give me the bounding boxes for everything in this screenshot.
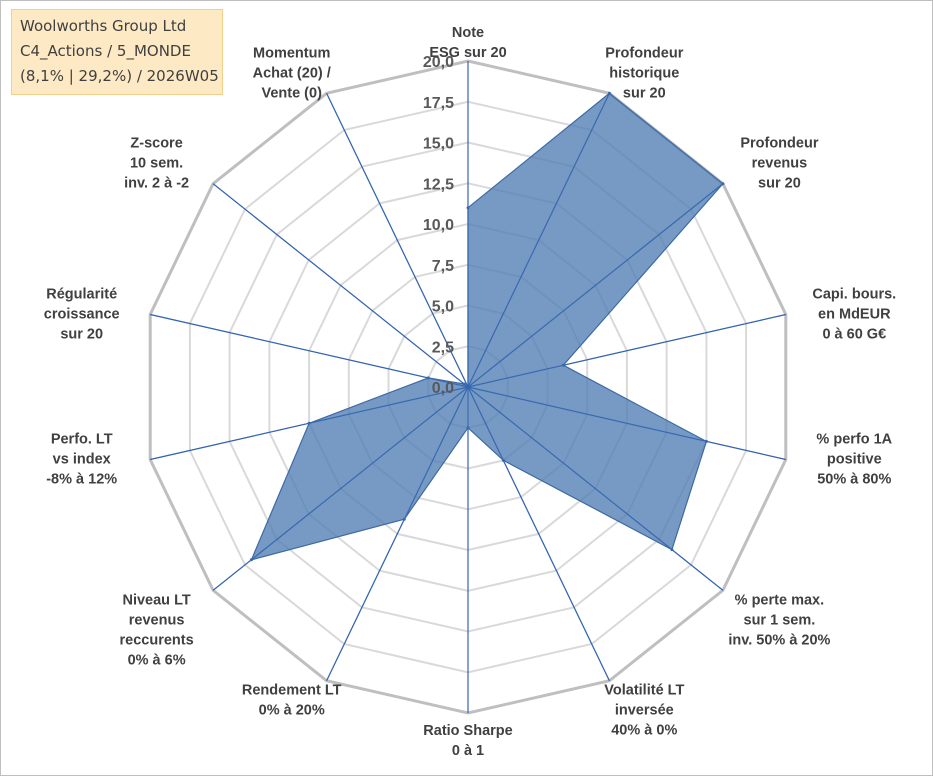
axis-label: Z-score 10 sem. inv. 2 à -2 bbox=[124, 136, 189, 192]
axis-label-line: Capi. bours. bbox=[812, 287, 896, 303]
axis-spoke-overlay bbox=[326, 386, 469, 681]
axis-spoke-overlay bbox=[467, 386, 610, 681]
axis-spoke-overlay bbox=[150, 314, 469, 388]
axis-spoke-overlay bbox=[467, 386, 786, 460]
axis-label-line: Perfo. LT bbox=[51, 432, 113, 448]
axis-label-line: Note bbox=[452, 25, 484, 41]
tick-label: 12,5 bbox=[423, 176, 454, 193]
axis-label-line: Régularité bbox=[46, 287, 117, 303]
tick-label: 7,5 bbox=[432, 258, 454, 275]
stats-label: (8,1% | 29,2%) / 2026W05 bbox=[20, 67, 219, 85]
axis-label-line: Vente (0) bbox=[261, 85, 322, 101]
tick-label: 5,0 bbox=[432, 299, 454, 316]
axis-label-line: Profondeur bbox=[605, 45, 683, 61]
axis-label: Niveau LT revenus reccurents 0% à 6% bbox=[120, 592, 194, 668]
axis-label-line: reccurents bbox=[120, 632, 194, 648]
axis-label: Note ESG sur 20 bbox=[429, 25, 506, 61]
tick-label: 20,0 bbox=[423, 54, 454, 71]
axis-label-line: 0 à 60 G€ bbox=[822, 327, 886, 343]
axis-label-line: inversée bbox=[615, 703, 674, 719]
axis-label-line: sur 20 bbox=[623, 85, 666, 101]
axis-label-line: positive bbox=[827, 452, 882, 468]
axis-spoke-overlay bbox=[467, 183, 724, 388]
axis-label-line: inv. 50% à 20% bbox=[728, 632, 830, 648]
axis-label-line: revenus bbox=[752, 156, 808, 172]
company-name: Woolworths Group Ltd bbox=[20, 17, 187, 35]
axis-label: Volatilité LT inversée 40% à 0% bbox=[604, 683, 684, 739]
axis-label-line: 40% à 0% bbox=[611, 723, 677, 739]
axis-spoke-overlay bbox=[150, 386, 469, 460]
axis-label: Capi. bours. en MdEUR 0 à 60 G€ bbox=[812, 287, 896, 343]
axis-label-line: % perfo 1A bbox=[816, 432, 892, 448]
axis-label-line: Achat (20) / bbox=[253, 65, 331, 81]
axis-spoke-overlay bbox=[467, 314, 786, 388]
axis-label-line: 10 sem. bbox=[130, 156, 183, 172]
axis-label-line: Profondeur bbox=[740, 136, 818, 152]
axis-label-line: Rendement LT bbox=[242, 683, 342, 699]
axis-spoke-overlay bbox=[212, 386, 469, 591]
axis-label-line: Momentum bbox=[253, 45, 330, 61]
axis-label-line: croissance bbox=[44, 307, 120, 323]
axis-label: Profondeur historique sur 20 bbox=[605, 45, 683, 101]
axis-label: Rendement LT 0% à 20% bbox=[242, 683, 342, 719]
axis-spoke-overlay bbox=[212, 183, 469, 388]
axis-label-line: revenus bbox=[129, 612, 185, 628]
tick-label: 15,0 bbox=[423, 136, 454, 153]
axis-label-line: 0% à 20% bbox=[259, 703, 325, 719]
axis-label: Perfo. LT vs index -8% à 12% bbox=[46, 432, 117, 488]
axis-label: Régularité croissance sur 20 bbox=[44, 287, 120, 343]
axis-label-line: Z-score bbox=[130, 136, 182, 152]
axis-spoke-overlay bbox=[467, 386, 724, 591]
axis-label: Ratio Sharpe 0 à 1 bbox=[423, 723, 512, 759]
axis-label-line: sur 1 sem. bbox=[744, 612, 816, 628]
tick-label: 10,0 bbox=[423, 217, 454, 234]
info-box: Woolworths Group Ltd C4_Actions / 5_MOND… bbox=[11, 9, 223, 95]
tick-label: 0,0 bbox=[432, 380, 454, 397]
axis-label-line: en MdEUR bbox=[818, 307, 891, 323]
axis-label-line: Ratio Sharpe bbox=[423, 723, 512, 739]
axis-label-line: vs index bbox=[53, 452, 111, 468]
tick-label: 2,5 bbox=[432, 339, 454, 356]
axis-label: % perte max. sur 1 sem. inv. 50% à 20% bbox=[728, 592, 830, 648]
axis-label-line: 0 à 1 bbox=[452, 743, 484, 759]
axis-spoke-overlay bbox=[467, 93, 610, 388]
axis-spoke-overlay bbox=[326, 93, 469, 388]
axis-label-line: inv. 2 à -2 bbox=[124, 176, 189, 192]
axis-label-line: ESG sur 20 bbox=[429, 45, 506, 61]
axis-label: % perfo 1A positive 50% à 80% bbox=[816, 432, 892, 488]
category-label: C4_Actions / 5_MONDE bbox=[20, 42, 191, 60]
axis-label-line: Volatilité LT bbox=[604, 683, 684, 699]
data-series-area bbox=[250, 92, 724, 561]
axis-label-line: sur 20 bbox=[60, 327, 103, 343]
axis-label: Momentum Achat (20) / Vente (0) bbox=[253, 45, 331, 101]
axis-label-line: sur 20 bbox=[758, 176, 801, 192]
axis-label-line: Niveau LT bbox=[122, 592, 190, 608]
axis-label-line: historique bbox=[609, 65, 679, 81]
axis-label: Profondeur revenus sur 20 bbox=[740, 136, 818, 192]
axis-label-line: % perte max. bbox=[735, 592, 824, 608]
axis-label-line: 0% à 6% bbox=[128, 652, 186, 668]
axis-label-line: -8% à 12% bbox=[46, 472, 117, 488]
tick-label: 17,5 bbox=[423, 95, 454, 112]
axis-label-line: 50% à 80% bbox=[817, 472, 891, 488]
